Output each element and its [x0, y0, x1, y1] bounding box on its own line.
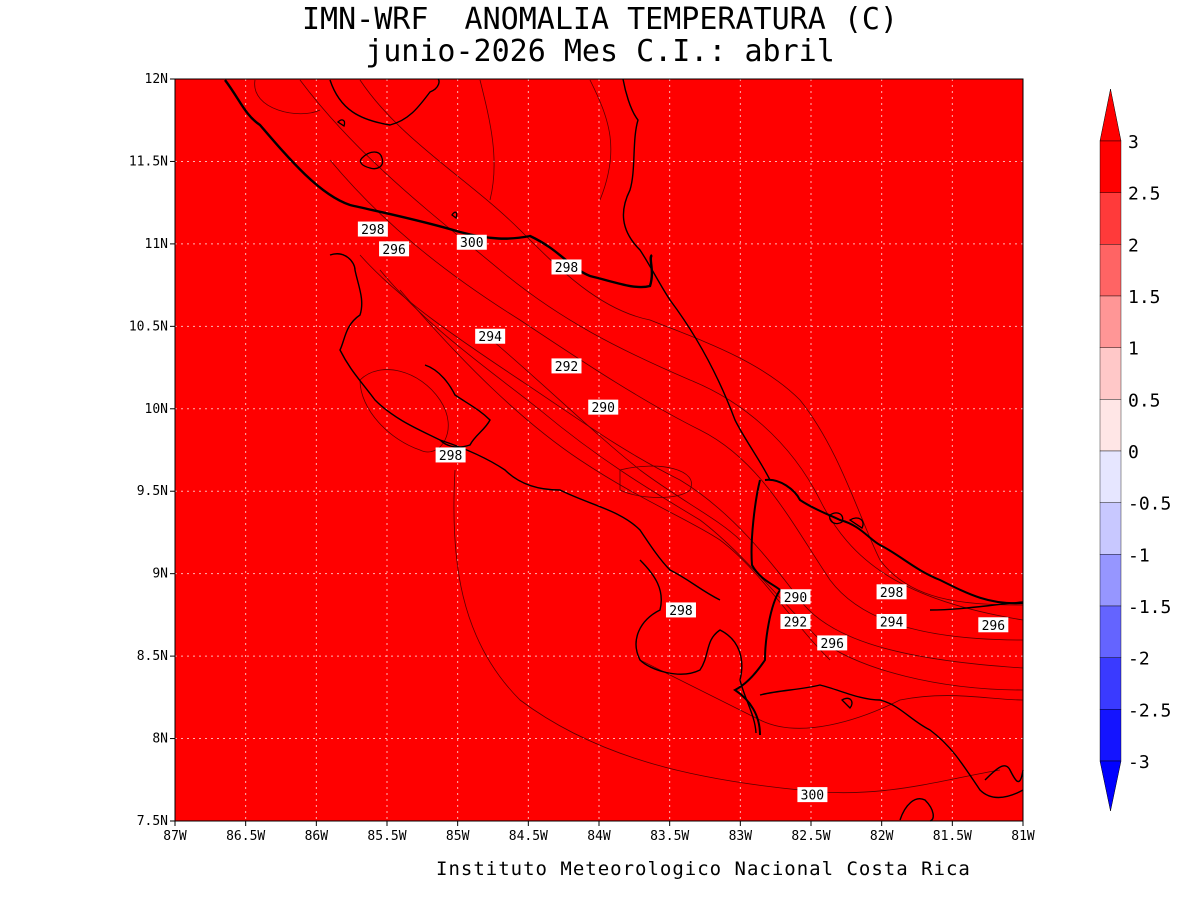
lat-tick-label: 8N [152, 732, 168, 747]
colorbar: 3 2.5 2 1.5 1 0.5 0 -0.5 -1 -1.5 -2 -2.5 -3 [1099, 88, 1171, 812]
lon-tick-label: 83W [729, 829, 753, 844]
lon-tick-label: 84W [587, 829, 611, 844]
map-title-line-1: IMN-WRF ANOMALIA TEMPERATURA (C) [301, 2, 899, 37]
lat-tick-label: 11N [145, 237, 168, 252]
contour-label-box [780, 589, 811, 605]
contour-label-box [551, 358, 582, 374]
colorbar-level-label: -1 [1128, 545, 1150, 566]
lon-tick-label: 85W [446, 829, 470, 844]
lat-tick-label: 9.5N [137, 484, 168, 499]
contour-label-box [978, 617, 1009, 633]
colorbar-top-arrow [1099, 88, 1122, 142]
islands [336, 119, 864, 709]
colorbar-level-label: -1.5 [1128, 597, 1171, 618]
colorbar-level-label: 0 [1128, 442, 1139, 463]
lat-tick-label: 7.5N [137, 814, 168, 829]
contour-label-box [551, 259, 582, 275]
lat-tick-label: 8.5N [137, 649, 168, 664]
contour-label: 298 [669, 604, 692, 619]
lon-tick-label: 83.5W [650, 829, 689, 844]
colorbar-segment [1099, 502, 1122, 555]
colorbar-level-label: 3 [1128, 132, 1139, 153]
contour-label-box [475, 328, 506, 344]
colorbar-segment [1099, 450, 1122, 503]
grid-lines [175, 79, 1023, 821]
colorbar-level-label: 1 [1128, 339, 1139, 360]
colorbar-segment [1099, 244, 1122, 297]
colorbar-segment [1099, 605, 1122, 658]
contour-label: 296 [382, 243, 405, 258]
contour-label-box [588, 399, 619, 415]
map-title-line-2: junio-2026 Mes C.I.: abril [365, 34, 835, 69]
colorbar-level-label: -3 [1128, 752, 1150, 773]
colorbar-level-label: -2.5 [1128, 700, 1171, 721]
contour-lines [254, 79, 1024, 794]
colorbar-segment [1099, 709, 1122, 762]
contour-label: 294 [880, 615, 904, 630]
contour-label-box [357, 221, 388, 237]
lat-tick-label: 12N [145, 72, 168, 87]
colorbar-level-label: 0.5 [1128, 390, 1161, 411]
contour-label-box [435, 447, 466, 463]
contour-label: 298 [555, 261, 578, 276]
contour-label: 298 [880, 586, 903, 601]
contour-label: 298 [361, 223, 384, 238]
colorbar-segment [1099, 140, 1122, 193]
contour-label-box [379, 241, 410, 257]
colorbar-level-label: 1.5 [1128, 287, 1161, 308]
contour-label-box [797, 787, 828, 803]
contour-label-box [817, 635, 848, 651]
colorbar-segment [1099, 554, 1122, 607]
lon-tick-label: 82.5W [791, 829, 830, 844]
lon-tick-label: 84.5W [509, 829, 548, 844]
colorbar-level-label: 2.5 [1128, 184, 1161, 205]
longitude-axis: 87W 86.5W 86W 85.5W 85W 84.5W 84W 83.5W 83W 82.5W… [163, 821, 1035, 844]
lon-tick-label: 87W [163, 829, 187, 844]
lon-tick-label: 82W [870, 829, 894, 844]
contour-label: 296 [820, 637, 843, 652]
colorbar-segment [1099, 347, 1122, 400]
contour-labels: 298 296 300 298 294 292 290 298 298 290 292 296 298 2… [357, 221, 1009, 804]
contour-label-box [780, 613, 811, 629]
contour-label: 294 [478, 330, 502, 345]
colorbar-segment [1099, 295, 1122, 348]
contour-label: 298 [439, 449, 462, 464]
contour-label: 296 [982, 619, 1005, 634]
colorbar-segment [1099, 192, 1122, 245]
lon-tick-label: 86.5W [226, 829, 265, 844]
contour-label: 290 [591, 401, 614, 416]
lat-tick-label: 11.5N [129, 154, 168, 169]
contour-label-box [876, 584, 907, 600]
lon-tick-label: 86W [305, 829, 329, 844]
contour-label: 292 [555, 360, 578, 375]
colorbar-level-label: -2 [1128, 649, 1150, 670]
colorbar-labels: 3 2.5 2 1.5 1 0.5 0 -0.5 -1 -1.5 -2 -2.5 -3 [1128, 132, 1171, 773]
colorbar-segment [1099, 399, 1122, 452]
lon-tick-label: 81W [1011, 829, 1035, 844]
colorbar-level-label: 2 [1128, 235, 1139, 256]
contour-label: 290 [784, 591, 807, 606]
colorbar-segment [1099, 657, 1122, 710]
contour-label: 300 [801, 789, 824, 804]
map-area: 298 296 300 298 294 292 290 298 298 290 292 296 298 2… [174, 78, 1024, 822]
colorbar-segments [1099, 140, 1122, 762]
lat-tick-label: 10.5N [129, 319, 168, 334]
contour-label: 300 [460, 236, 483, 251]
contour-label: 292 [784, 615, 807, 630]
lon-tick-label: 81.5W [933, 829, 972, 844]
institution-footer: Instituto Meteorologico Nacional Costa R… [436, 858, 971, 880]
lat-tick-label: 10N [145, 402, 168, 417]
colorbar-bottom-arrow [1099, 760, 1122, 812]
lat-tick-label: 9N [152, 567, 168, 582]
contour-label-box [665, 602, 696, 618]
contour-label-box [876, 613, 907, 629]
latitude-axis: 12N 11.5N 11N 10.5N 10N 9.5N 9N 8.5N 8N 7.5N [129, 72, 175, 829]
lon-tick-label: 85.5W [367, 829, 406, 844]
contour-label-box [456, 234, 487, 250]
colorbar-level-label: -0.5 [1128, 494, 1171, 515]
